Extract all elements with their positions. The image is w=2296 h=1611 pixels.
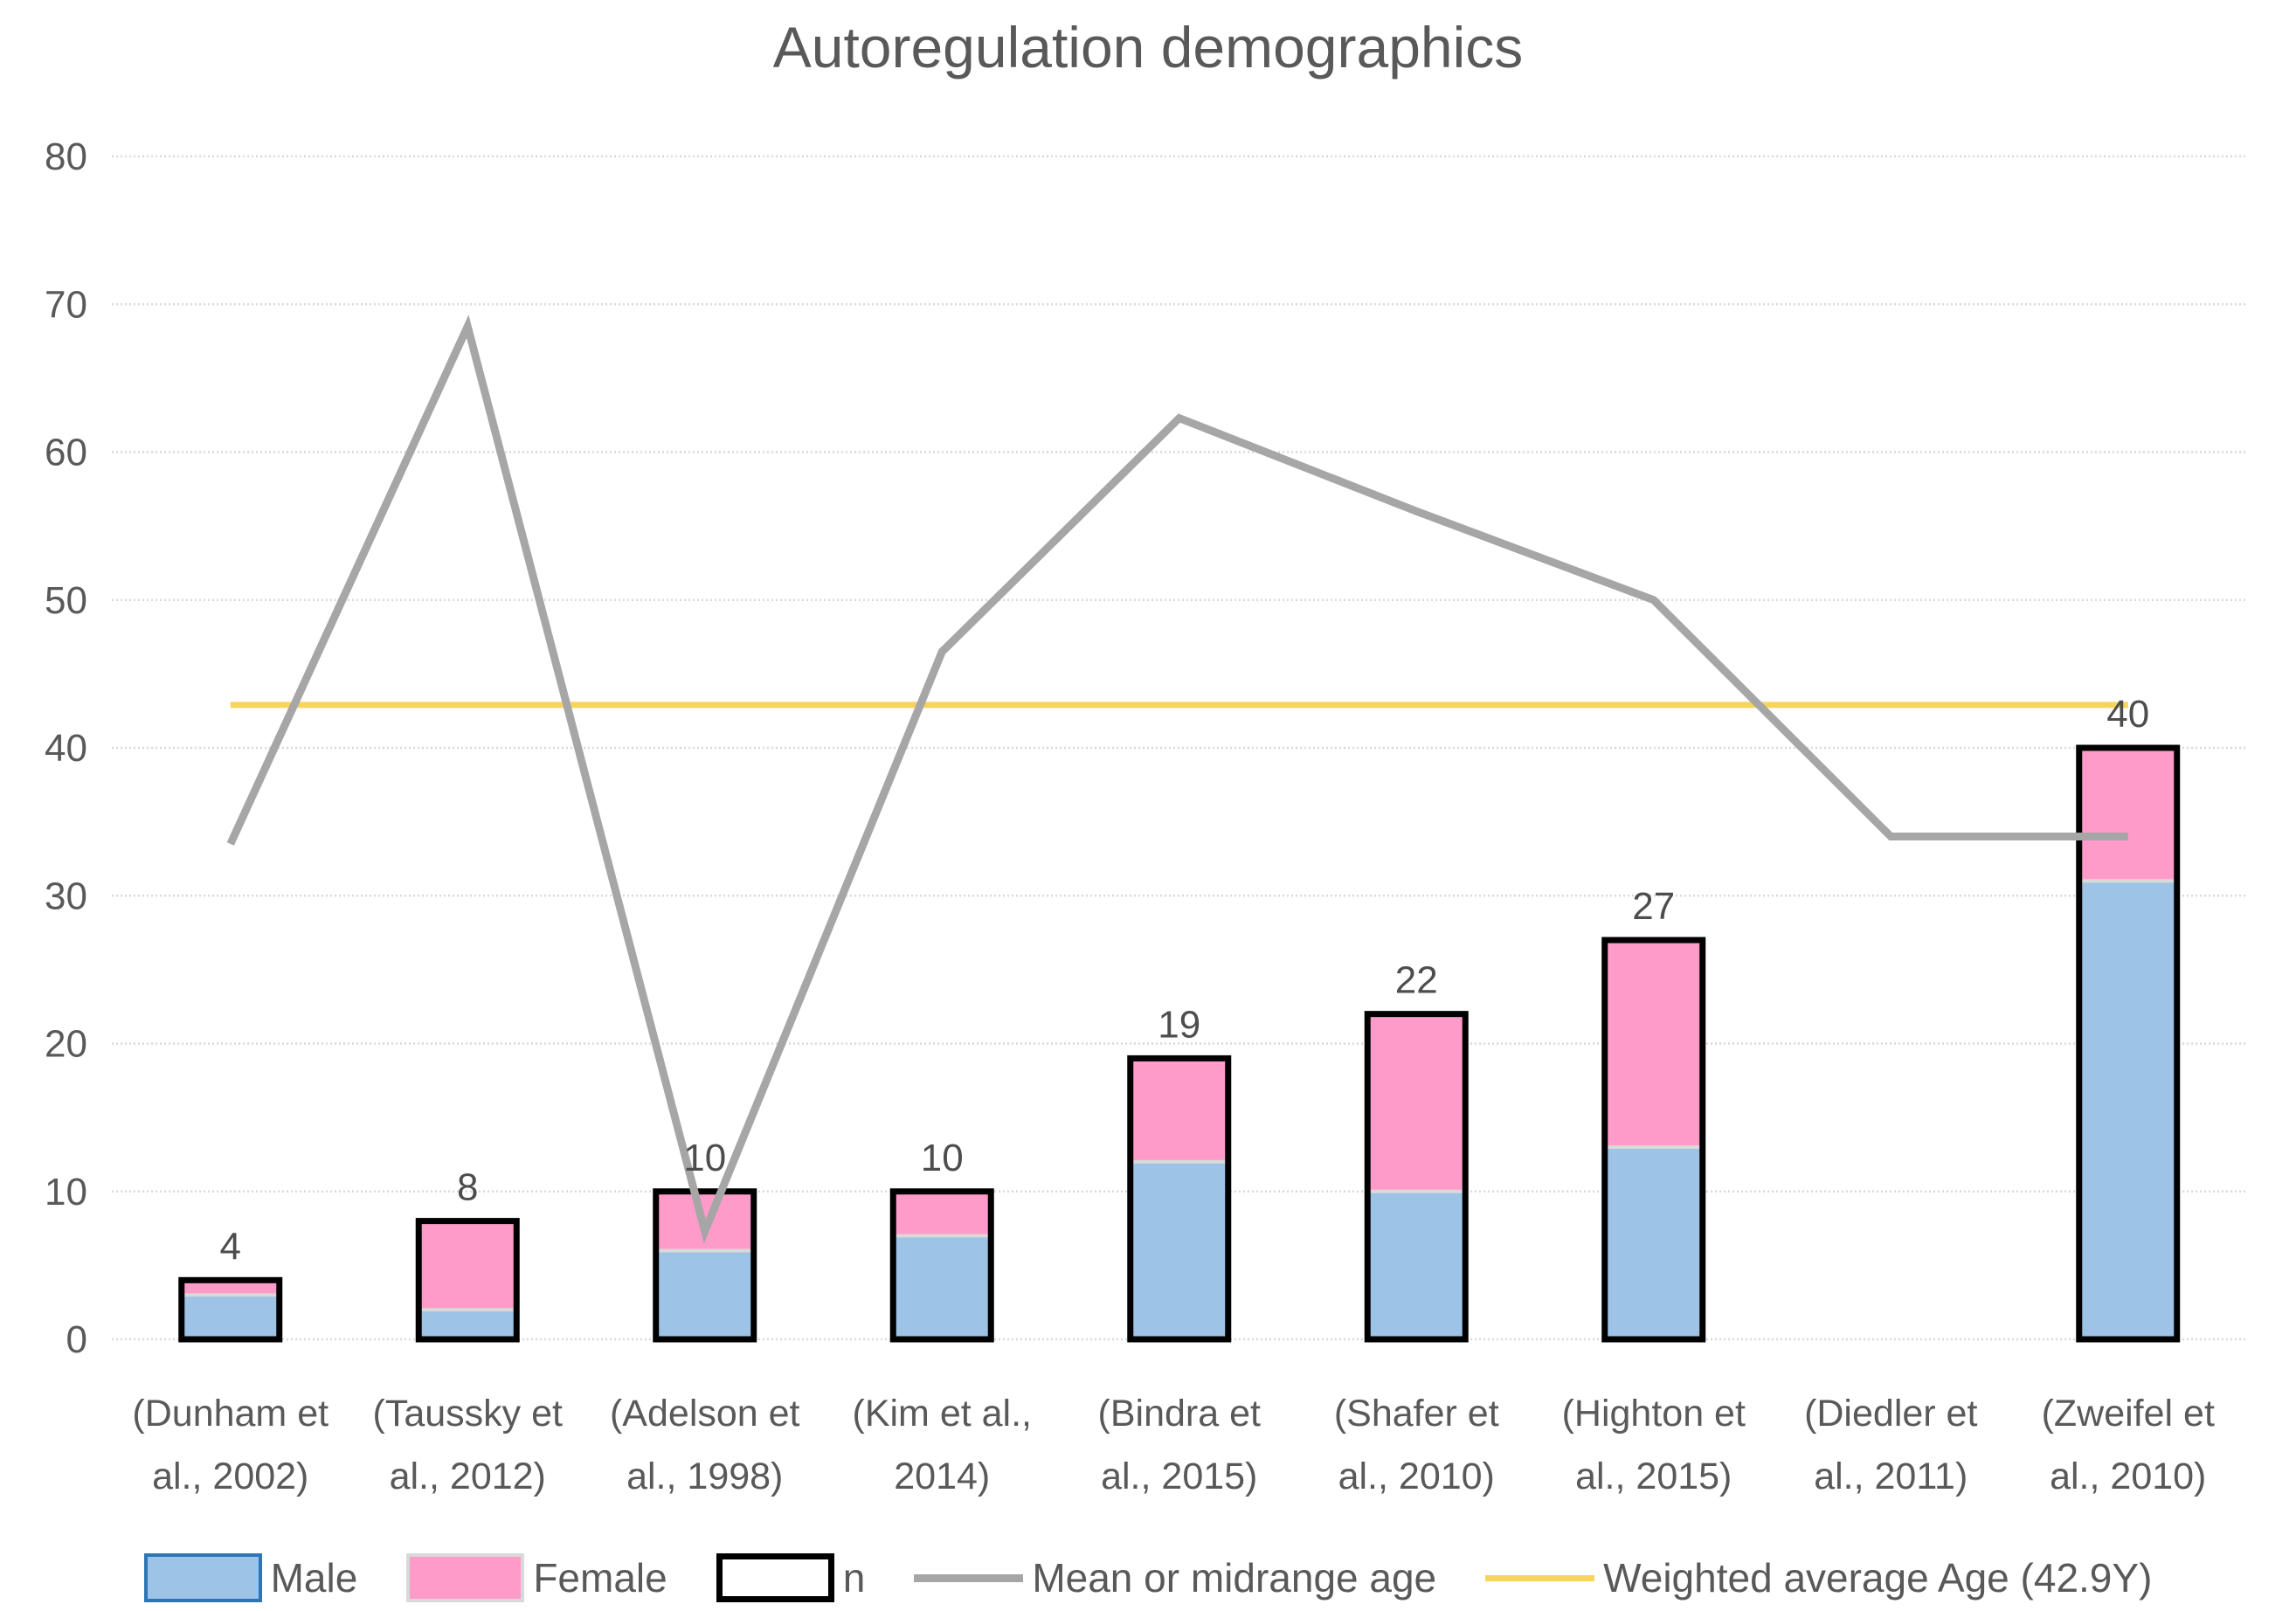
y-tick-label: 30 bbox=[45, 875, 87, 917]
legend-label-female: Female bbox=[533, 1555, 667, 1601]
legend-item-weighted-age: Weighted average Age (42.9Y) bbox=[1485, 1554, 2152, 1601]
y-tick-label: 50 bbox=[45, 579, 87, 622]
bar-segment-male bbox=[1367, 1191, 1466, 1339]
bar-data-label: 8 bbox=[457, 1166, 478, 1209]
legend-item-female: Female bbox=[406, 1553, 667, 1602]
x-category-label: (Diedler et al., 2011) bbox=[1804, 1393, 1977, 1497]
bar-data-label: 10 bbox=[683, 1137, 726, 1179]
bar-segment-male bbox=[1604, 1146, 1703, 1339]
bar-n-outline bbox=[1364, 1011, 1469, 1343]
bar-segment-female bbox=[181, 1280, 280, 1296]
bar-n-outline bbox=[1601, 937, 1706, 1343]
y-tick-label: 20 bbox=[45, 1023, 87, 1066]
x-category-label: (Bindra et al., 2015) bbox=[1098, 1393, 1261, 1497]
y-tick-label: 10 bbox=[45, 1171, 87, 1213]
bar-segment-female bbox=[1604, 940, 1703, 1147]
legend: Male Female n Mean or midrange age Weigh… bbox=[0, 1553, 2296, 1602]
y-tick-label: 70 bbox=[45, 283, 87, 326]
legend-item-n: n bbox=[716, 1553, 866, 1602]
bar-segment-female bbox=[1130, 1058, 1228, 1162]
bar-n-outline bbox=[889, 1188, 994, 1343]
bar-segment-male bbox=[418, 1310, 517, 1339]
x-category-label: (Dunham et al., 2002) bbox=[132, 1393, 328, 1497]
chart-title: Autoregulation demographics bbox=[772, 15, 1524, 80]
y-tick-label: 40 bbox=[45, 727, 87, 770]
bar-segment-female bbox=[1367, 1013, 1466, 1192]
n-swatch-icon bbox=[716, 1553, 834, 1602]
bar-segment-male bbox=[2078, 881, 2177, 1339]
bar-data-label: 27 bbox=[1632, 885, 1675, 928]
y-tick-label: 60 bbox=[45, 432, 87, 474]
legend-label-mean-age: Mean or midrange age bbox=[1032, 1555, 1437, 1601]
x-category-label: (Adelson et al., 1998) bbox=[610, 1393, 800, 1497]
bar-n-outline bbox=[178, 1276, 283, 1343]
bar-segment-male bbox=[181, 1295, 280, 1339]
bar-segment-female bbox=[418, 1220, 517, 1310]
mean-age-line bbox=[226, 315, 2128, 1244]
bar-n-outline bbox=[415, 1218, 520, 1343]
y-tick-label: 80 bbox=[45, 135, 87, 178]
bar-data-label: 4 bbox=[220, 1225, 241, 1268]
bar-data-label: 19 bbox=[1158, 1003, 1200, 1046]
legend-label-male: Male bbox=[270, 1555, 358, 1601]
bar-n-outline bbox=[2076, 744, 2181, 1343]
weighted-age-line-icon bbox=[1485, 1574, 1595, 1581]
bar-segment-female bbox=[2078, 748, 2177, 882]
bar-segment-female bbox=[893, 1191, 992, 1236]
x-category-label: (Zweifel et al., 2010) bbox=[2042, 1393, 2215, 1497]
bar-data-label: 40 bbox=[2106, 693, 2149, 736]
legend-label-weighted-age: Weighted average Age (42.9Y) bbox=[1603, 1555, 2153, 1601]
x-category-label: (Shafer et al., 2010) bbox=[1334, 1393, 1499, 1497]
bar-data-label: 10 bbox=[921, 1137, 964, 1179]
legend-item-mean-age: Mean or midrange age bbox=[914, 1554, 1436, 1601]
bar-n-outline bbox=[653, 1188, 757, 1343]
x-category-label: (Highton et al., 2015) bbox=[1562, 1393, 1746, 1497]
bar-data-label: 22 bbox=[1395, 959, 1438, 1002]
bar-n-outline bbox=[1127, 1054, 1232, 1343]
x-category-label: (Kim et al., 2014) bbox=[853, 1393, 1033, 1497]
bar-segment-male bbox=[1130, 1161, 1228, 1339]
legend-item-male: Male bbox=[143, 1553, 358, 1602]
female-swatch-icon bbox=[406, 1553, 525, 1602]
legend-label-n: n bbox=[842, 1555, 866, 1601]
bar-segment-male bbox=[655, 1250, 754, 1339]
y-tick-label: 0 bbox=[66, 1318, 87, 1361]
mean-age-line-icon bbox=[914, 1573, 1024, 1582]
bar-segment-male bbox=[893, 1235, 992, 1339]
x-category-label: (Taussky et al., 2012) bbox=[373, 1393, 564, 1497]
male-swatch-icon bbox=[143, 1553, 262, 1602]
